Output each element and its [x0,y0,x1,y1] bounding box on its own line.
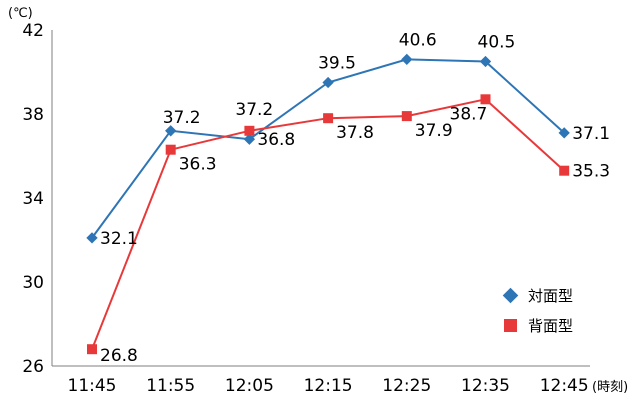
legend-marker-square [504,319,517,332]
legend-item-haimen: 背面型 [504,317,573,335]
data-point-diamond [558,127,570,139]
series-line-1 [91,98,565,350]
x-tick-label: 11:55 [146,376,195,396]
data-label: 36.8 [257,130,295,150]
y-tick-label: 30 [22,273,44,293]
data-label: 26.8 [100,346,138,366]
x-tick-label: 12:35 [461,376,510,396]
data-label: 36.3 [179,155,217,175]
y-tick-label: 34 [22,189,44,209]
y-tick-label: 38 [22,105,44,125]
y-axis-unit: (℃) [8,6,33,21]
legend-marker-diamond [502,287,519,304]
data-label: 37.8 [336,123,374,143]
data-point-diamond [401,53,413,66]
x-tick-label: 11:45 [68,376,117,396]
data-label: 38.7 [450,104,488,124]
data-point-diamond [243,133,256,145]
data-label: 35.3 [572,162,610,182]
data-label: 37.9 [415,121,453,141]
series-markers [86,53,570,355]
data-point-square [165,144,176,155]
data-point-square [87,344,97,355]
x-tick-label: 12:05 [225,376,274,396]
data-label: 32.1 [100,229,138,249]
y-tick-label: 26 [22,357,44,377]
x-tick-label: 12:25 [382,376,431,396]
x-axis-unit: (時刻) [592,380,628,395]
x-tick-label: 12:45 [540,376,589,396]
data-label: 40.6 [399,30,437,50]
legend-label-haimen: 背面型 [528,317,573,335]
series-lines [91,58,565,350]
series-layer: 32.1 37.2 36.8 39.5 40.6 40.5 37.1 26.8 36.3 37.2… [86,30,610,366]
data-point-square [244,125,255,136]
y-tick-label: 42 [22,21,44,41]
data-label: 37.2 [163,108,201,128]
data-point-square [323,113,334,124]
legend-item-taimen: 対面型 [502,287,573,305]
x-tick-label: 12:15 [304,376,353,396]
data-label: 37.2 [235,100,273,120]
y-axis-ticks: 42 38 34 30 26 [22,21,44,377]
x-axis-ticks: 11:45 11:55 12:05 12:15 12:25 12:35 12:45 [68,376,589,396]
data-label: 39.5 [318,54,356,74]
legend-label-taimen: 対面型 [528,287,573,305]
data-labels: 32.1 37.2 36.8 39.5 40.6 40.5 37.1 26.8 36.3 37.2… [100,30,610,366]
data-label: 37.1 [572,124,610,144]
data-point-square [401,111,412,122]
legend: 対面型 背面型 [502,287,573,335]
data-point-square [559,165,570,176]
data-label: 40.5 [478,33,516,53]
data-point-square [480,94,491,105]
